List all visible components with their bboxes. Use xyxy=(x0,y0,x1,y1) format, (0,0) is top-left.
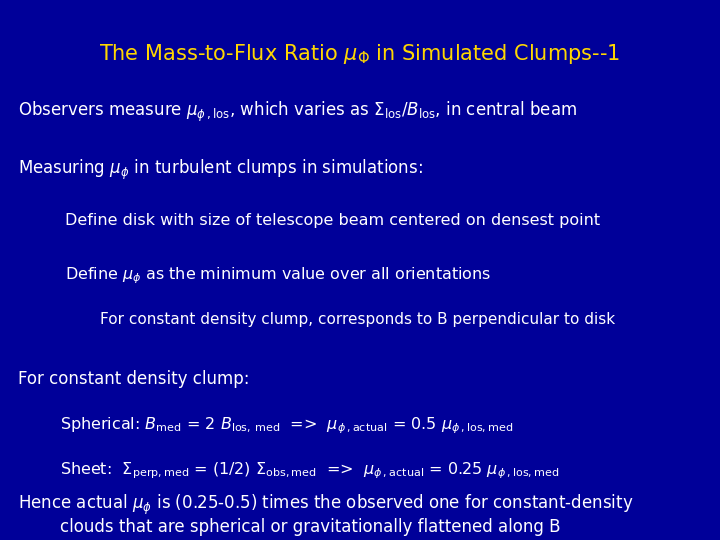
Text: clouds that are spherical or gravitationally flattened along B: clouds that are spherical or gravitation… xyxy=(60,518,560,536)
Text: Define $\mu_\phi$ as the minimum value over all orientations: Define $\mu_\phi$ as the minimum value o… xyxy=(65,265,491,286)
Text: Observers measure $\mu_{\phi\,,\mathrm{los}}$, which varies as $\Sigma_\mathrm{l: Observers measure $\mu_{\phi\,,\mathrm{l… xyxy=(18,100,577,124)
Text: Sheet:  $\Sigma_\mathrm{perp,med}$ = (1/2) $\Sigma_\mathrm{obs,med}$  =>  $\mu_{: Sheet: $\Sigma_\mathrm{perp,med}$ = (1/2… xyxy=(60,460,559,481)
Text: For constant density clump:: For constant density clump: xyxy=(18,370,250,388)
Text: The Mass-to-Flux Ratio $\mu_\Phi$ in Simulated Clumps--1: The Mass-to-Flux Ratio $\mu_\Phi$ in Sim… xyxy=(99,42,621,66)
Text: For constant density clump, corresponds to B perpendicular to disk: For constant density clump, corresponds … xyxy=(100,312,615,327)
Text: Hence actual $\mu_\phi$ is (0.25-0.5) times the observed one for constant-densit: Hence actual $\mu_\phi$ is (0.25-0.5) ti… xyxy=(18,493,634,517)
Text: Define disk with size of telescope beam centered on densest point: Define disk with size of telescope beam … xyxy=(65,213,600,228)
Text: Spherical: $B_\mathrm{med}$ = 2 $B_\mathrm{los,\,med}$  =>  $\mu_{\phi\,,\mathrm: Spherical: $B_\mathrm{med}$ = 2 $B_\math… xyxy=(60,415,513,436)
Text: Measuring $\mu_\phi$ in turbulent clumps in simulations:: Measuring $\mu_\phi$ in turbulent clumps… xyxy=(18,158,423,182)
